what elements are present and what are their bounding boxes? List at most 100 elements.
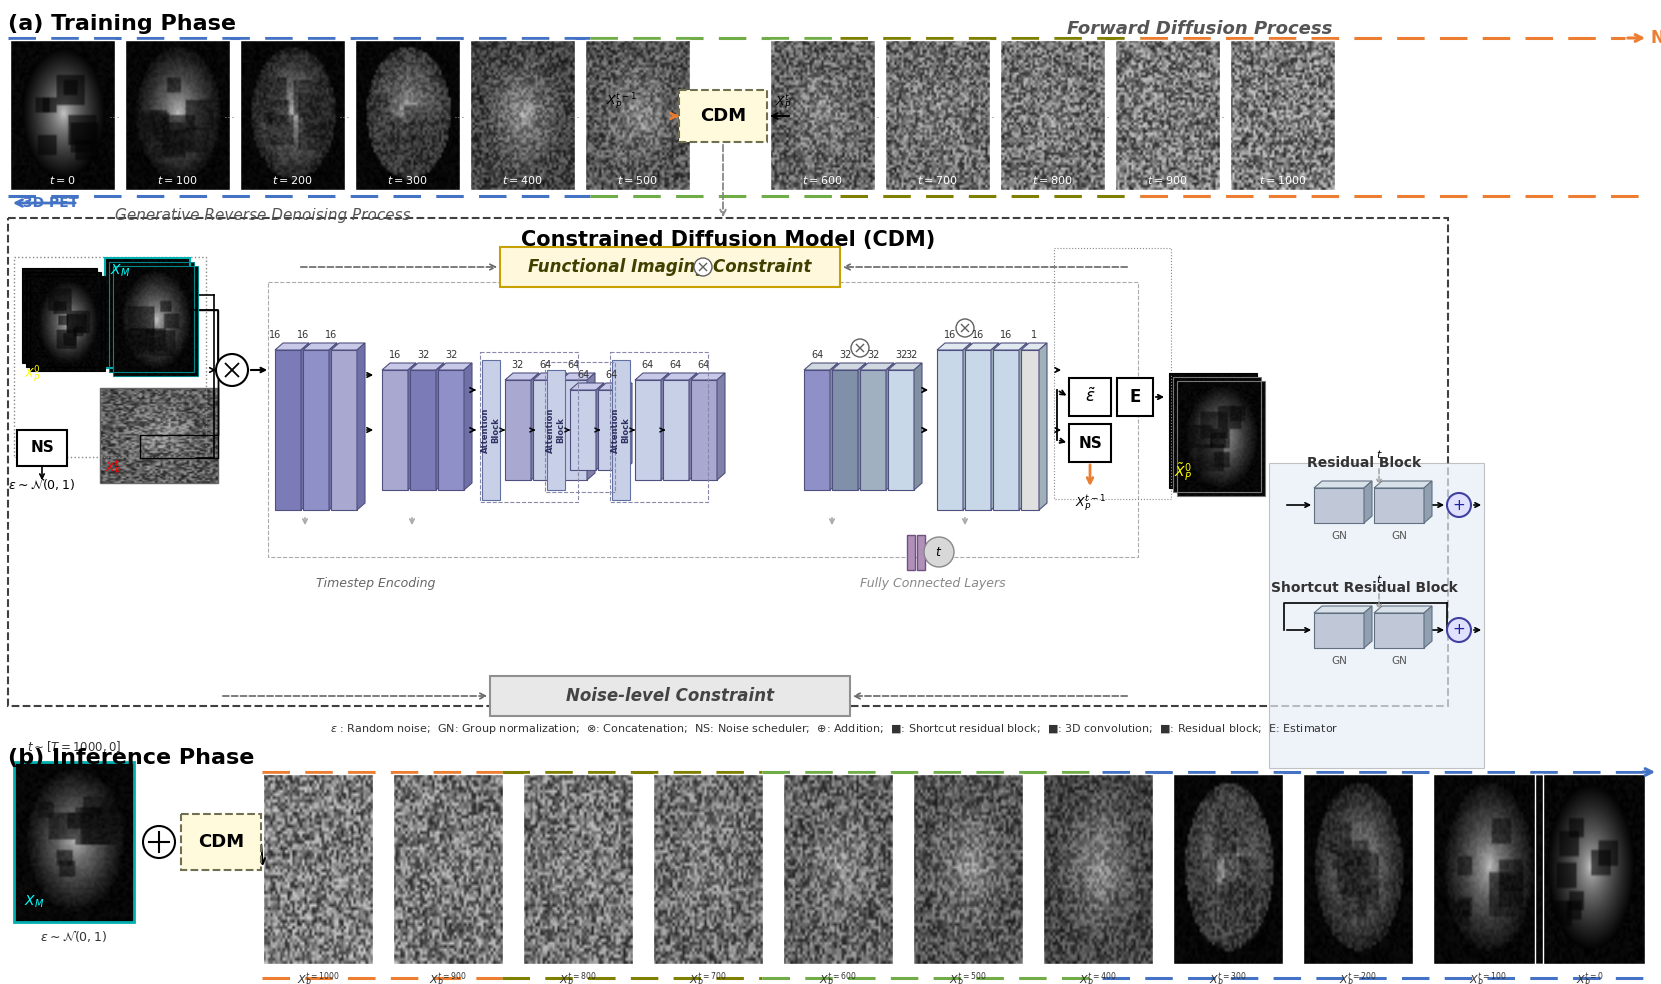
Text: 32: 32: [512, 360, 525, 370]
Text: $\tilde{\epsilon}$: $\tilde{\epsilon}$: [1085, 388, 1095, 406]
Text: 32: 32: [445, 350, 457, 360]
Bar: [561, 380, 586, 480]
Text: 64: 64: [540, 360, 551, 370]
Bar: [523, 774, 633, 964]
Text: $\epsilon \sim \mathcal{N}(0,1)$: $\epsilon \sim \mathcal{N}(0,1)$: [8, 476, 75, 492]
Bar: [889, 370, 914, 490]
Bar: [113, 266, 198, 376]
Bar: [965, 350, 992, 510]
Bar: [598, 390, 625, 470]
Text: $X_P^{t=300}$: $X_P^{t=300}$: [1209, 970, 1247, 984]
Text: ...: ...: [1100, 108, 1111, 121]
Text: $X_P^{t=600}$: $X_P^{t=600}$: [819, 970, 857, 984]
Text: $X_P^t$: $X_P^t$: [776, 92, 791, 111]
Bar: [1374, 613, 1423, 648]
Bar: [30, 276, 105, 371]
Bar: [771, 40, 875, 190]
Text: 32: 32: [895, 350, 907, 360]
Polygon shape: [570, 383, 605, 390]
Circle shape: [957, 319, 973, 337]
Text: $X_P^{t=0}$: $X_P^{t=0}$: [1576, 970, 1605, 984]
Text: $+$: $+$: [1452, 498, 1465, 513]
Text: $t = 900$: $t = 900$: [1148, 174, 1188, 186]
Bar: [490, 676, 850, 716]
Bar: [1269, 463, 1483, 768]
Polygon shape: [1314, 481, 1372, 488]
Bar: [1000, 40, 1105, 190]
Text: 16: 16: [269, 330, 281, 340]
Text: ...: ...: [224, 108, 236, 121]
Text: ...: ...: [570, 108, 581, 121]
Polygon shape: [832, 363, 865, 370]
Text: NS: NS: [1078, 436, 1101, 451]
Text: $t \sim [T=1000, 0]$: $t \sim [T=1000, 0]$: [27, 739, 121, 754]
Polygon shape: [860, 363, 894, 370]
Polygon shape: [505, 373, 540, 380]
Text: $X_P^{t=900}$: $X_P^{t=900}$: [429, 970, 467, 984]
Text: 64: 64: [698, 360, 711, 370]
Bar: [410, 370, 435, 490]
Polygon shape: [302, 343, 337, 350]
Text: GN: GN: [1390, 531, 1407, 541]
Bar: [917, 535, 925, 570]
Polygon shape: [533, 373, 566, 380]
Text: Attention
Block: Attention Block: [611, 407, 631, 453]
Text: $X_M$: $X_M$: [110, 263, 130, 279]
Polygon shape: [804, 363, 839, 370]
Polygon shape: [1018, 343, 1026, 510]
Bar: [27, 272, 101, 367]
Text: 64: 64: [576, 370, 590, 380]
Bar: [1115, 40, 1219, 190]
Polygon shape: [463, 363, 472, 490]
Text: Generative Reverse Denoising Process: Generative Reverse Denoising Process: [115, 208, 410, 223]
Text: $X_P^{t-1}$: $X_P^{t-1}$: [1075, 494, 1106, 514]
Circle shape: [694, 258, 713, 276]
Polygon shape: [663, 373, 698, 380]
Text: $+$: $+$: [1452, 623, 1465, 638]
Polygon shape: [963, 343, 972, 510]
Polygon shape: [560, 373, 566, 480]
Bar: [1374, 488, 1423, 523]
Polygon shape: [435, 363, 443, 490]
Bar: [1178, 381, 1266, 496]
Bar: [239, 40, 345, 190]
Polygon shape: [1374, 481, 1432, 488]
Bar: [17, 430, 66, 466]
Text: (a) Training Phase: (a) Training Phase: [8, 14, 236, 34]
Bar: [1055, 248, 1171, 499]
Text: $t = 700$: $t = 700$: [917, 174, 958, 186]
Bar: [1043, 774, 1153, 964]
Text: Noise-level Constraint: Noise-level Constraint: [566, 687, 774, 705]
Bar: [1535, 774, 1644, 964]
Polygon shape: [357, 343, 365, 510]
Text: GN: GN: [1330, 531, 1347, 541]
Text: 16: 16: [326, 330, 337, 340]
Text: ...: ...: [110, 108, 121, 121]
Text: 32: 32: [905, 350, 917, 360]
Bar: [262, 774, 374, 964]
Bar: [782, 774, 894, 964]
Bar: [105, 258, 189, 368]
Polygon shape: [276, 343, 309, 350]
Text: 64: 64: [669, 360, 683, 370]
Bar: [860, 370, 885, 490]
Text: $X_P^t$: $X_P^t$: [105, 459, 121, 478]
Polygon shape: [598, 383, 631, 390]
Bar: [1314, 488, 1364, 523]
Circle shape: [850, 339, 869, 357]
Bar: [663, 380, 689, 480]
Bar: [100, 388, 218, 483]
Polygon shape: [1364, 481, 1372, 523]
Polygon shape: [382, 363, 415, 370]
Text: $t = 1000$: $t = 1000$: [1259, 174, 1306, 186]
Text: Timestep Encoding: Timestep Encoding: [316, 577, 435, 590]
Bar: [439, 370, 463, 490]
Polygon shape: [1423, 481, 1432, 523]
Bar: [382, 370, 409, 490]
Bar: [110, 262, 194, 372]
Text: $X_M$: $X_M$: [23, 893, 45, 910]
Polygon shape: [532, 373, 540, 480]
Text: $\epsilon$ : Random noise;  GN: Group normalization;  $\otimes$: Concatenation; : $\epsilon$ : Random noise; GN: Group nor…: [331, 722, 1339, 736]
Polygon shape: [439, 363, 472, 370]
Bar: [546, 370, 565, 490]
